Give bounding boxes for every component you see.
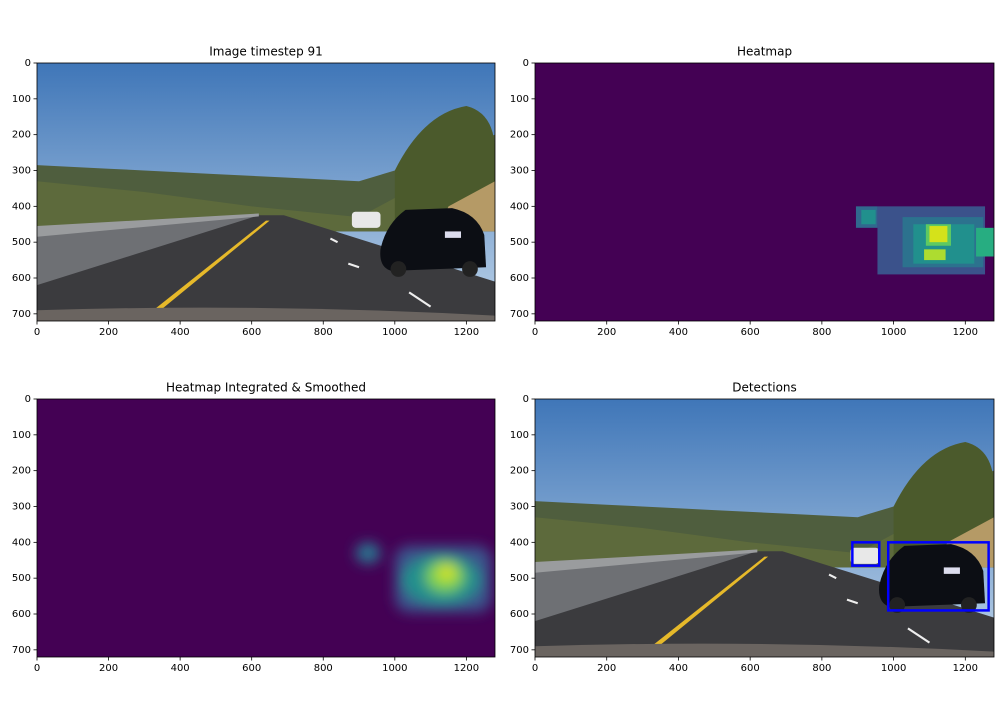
y-tick-label: 600 (12, 609, 31, 620)
y-tick-label: 500 (510, 237, 529, 248)
y-tick-label: 400 (510, 201, 529, 212)
subplot-title: Image timestep 91 (209, 45, 323, 59)
x-tick-label: 0 (532, 663, 538, 674)
x-tick-label: 400 (171, 327, 190, 338)
x-tick-label: 0 (34, 663, 40, 674)
y-tick-label: 400 (12, 537, 31, 548)
axes-frame (534, 62, 995, 322)
x-tick-label: 800 (314, 327, 333, 338)
y-tick-label: 300 (12, 502, 31, 513)
x-tick-label: 1000 (382, 663, 407, 674)
x-tick-label: 1000 (881, 663, 906, 674)
y-tick-label: 600 (510, 609, 529, 620)
y-tick-label: 500 (510, 573, 529, 584)
x-tick-label: 800 (812, 663, 831, 674)
subplot-title: Heatmap (737, 45, 792, 59)
x-tick-label: 600 (242, 327, 261, 338)
x-tick-label: 200 (597, 663, 616, 674)
x-tick-label: 200 (99, 663, 118, 674)
axes-frame (36, 398, 496, 658)
y-tick-label: 0 (25, 394, 31, 405)
y-tick-label: 100 (510, 430, 529, 441)
y-tick-label: 400 (12, 201, 31, 212)
y-tick-label: 100 (510, 94, 529, 105)
x-tick-label: 400 (669, 327, 688, 338)
y-tick-label: 600 (510, 273, 529, 284)
y-tick-label: 0 (523, 58, 529, 69)
y-tick-label: 700 (12, 645, 31, 656)
y-tick-label: 200 (510, 130, 529, 141)
x-tick-label: 1200 (454, 663, 479, 674)
y-tick-label: 200 (510, 466, 529, 477)
detection-box (851, 541, 881, 567)
y-tick-label: 100 (12, 94, 31, 105)
y-tick-label: 700 (510, 309, 529, 320)
y-tick-label: 400 (510, 537, 529, 548)
x-tick-label: 200 (597, 327, 616, 338)
x-tick-label: 400 (669, 663, 688, 674)
x-tick-label: 1200 (953, 663, 978, 674)
subplot: Image timestep 91 0 200 400 600 800 1000 1200 0 1… (12, 45, 496, 338)
axes-frame (36, 62, 496, 322)
y-tick-label: 300 (510, 166, 529, 177)
subplot-title: Detections (732, 381, 797, 395)
y-tick-label: 500 (12, 237, 31, 248)
x-tick-label: 0 (532, 327, 538, 338)
y-tick-label: 200 (12, 130, 31, 141)
subplot: Heatmap Integrated & Smoothed 0 200 400 600 8… (12, 381, 496, 674)
x-tick-label: 200 (99, 327, 118, 338)
y-tick-label: 0 (523, 394, 529, 405)
y-tick-label: 700 (12, 309, 31, 320)
axes-frame (534, 398, 995, 658)
y-tick-label: 600 (12, 273, 31, 284)
y-tick-label: 300 (510, 502, 529, 513)
x-tick-label: 600 (741, 663, 760, 674)
subplot: Heatmap 0 200 400 600 800 1000 1200 0 100 200 300 40… (510, 45, 995, 338)
y-tick-label: 0 (25, 58, 31, 69)
x-tick-label: 0 (34, 327, 40, 338)
x-tick-label: 1000 (382, 327, 407, 338)
y-tick-label: 100 (12, 430, 31, 441)
x-tick-label: 600 (741, 327, 760, 338)
x-tick-label: 1200 (454, 327, 479, 338)
y-tick-label: 700 (510, 645, 529, 656)
x-tick-label: 600 (242, 663, 261, 674)
y-tick-label: 200 (12, 466, 31, 477)
image (37, 63, 495, 321)
image (535, 63, 994, 321)
subplot: Detections 0 200 400 600 800 1000 1200 0 100 200 30… (510, 381, 995, 674)
image (535, 399, 994, 657)
y-tick-label: 300 (12, 166, 31, 177)
x-tick-label: 1000 (881, 327, 906, 338)
x-tick-label: 800 (314, 663, 333, 674)
x-tick-label: 400 (171, 663, 190, 674)
detection-box (886, 541, 990, 612)
x-tick-label: 1200 (953, 327, 978, 338)
subplot-title: Heatmap Integrated & Smoothed (166, 381, 366, 395)
image (37, 399, 495, 657)
x-tick-label: 800 (812, 327, 831, 338)
y-tick-label: 500 (12, 573, 31, 584)
